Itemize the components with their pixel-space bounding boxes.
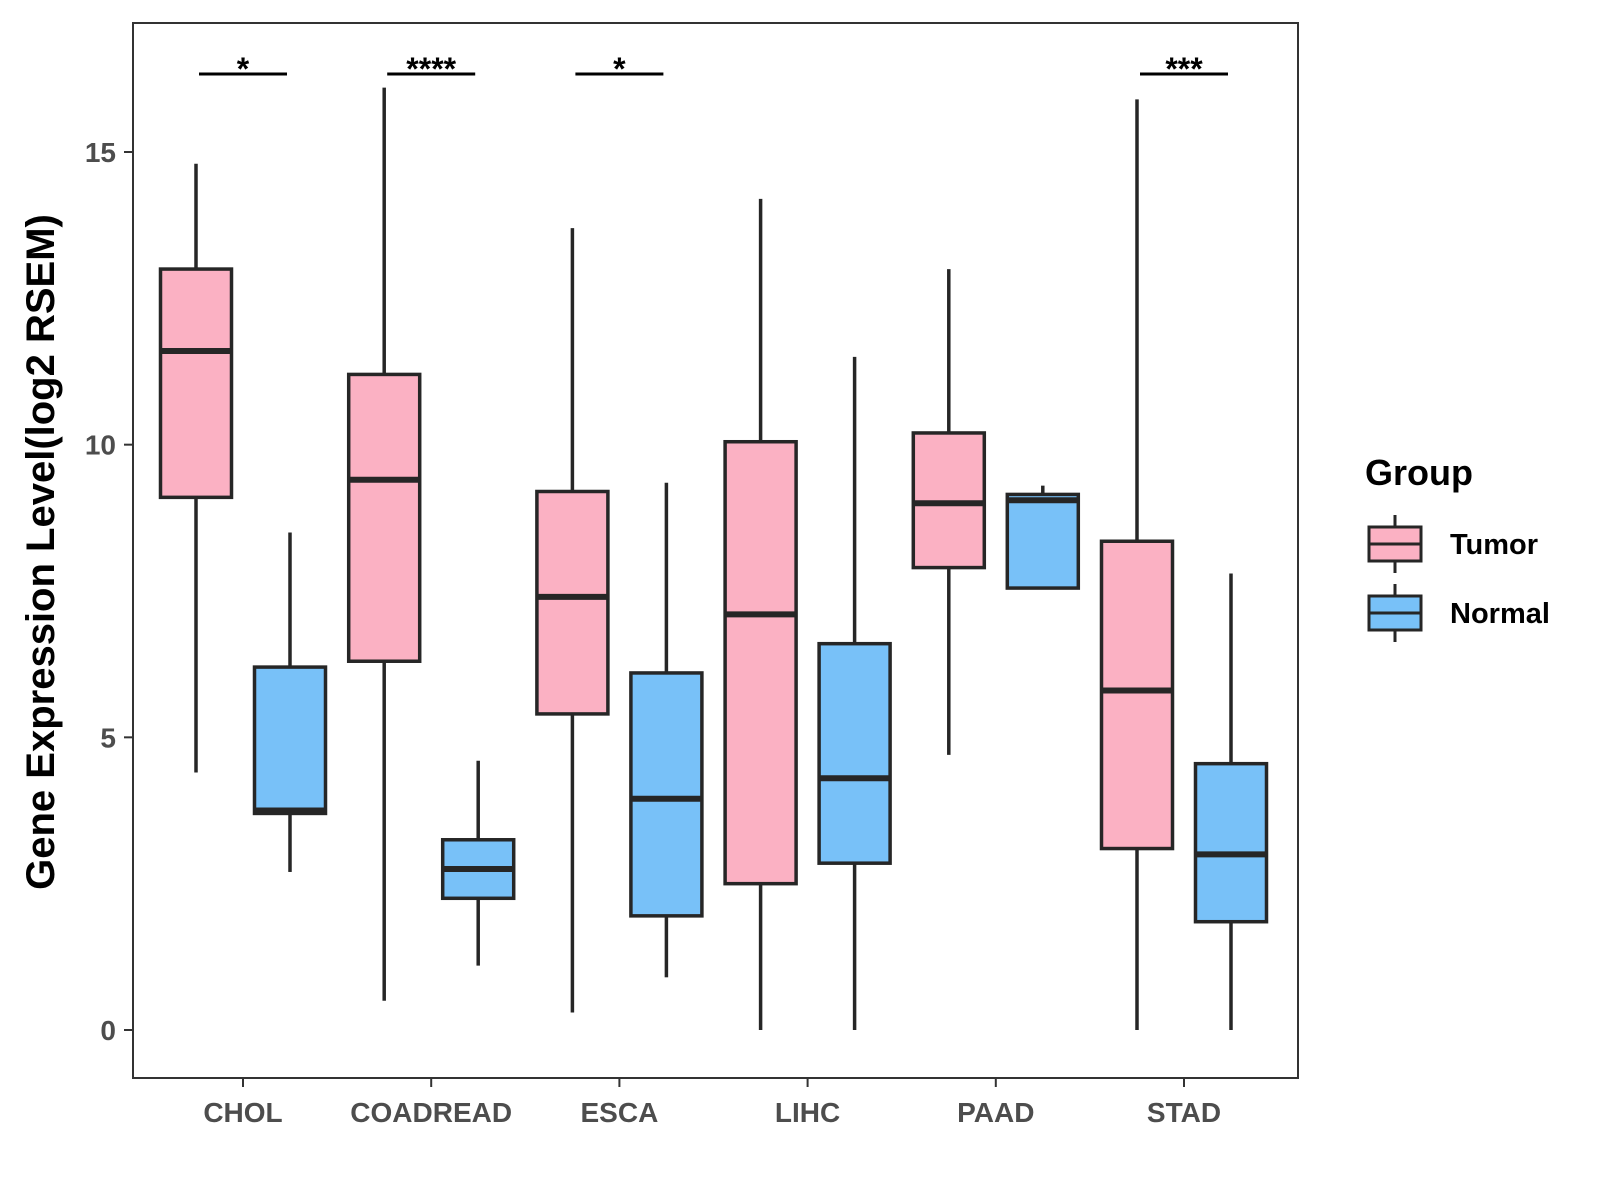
x-tick-label: STAD: [1147, 1097, 1221, 1128]
box-body: [252, 665, 328, 816]
x-tick-label: LIHC: [775, 1097, 840, 1128]
box-normal-esca: [629, 482, 704, 978]
significance-chol: *: [199, 51, 287, 87]
box-tumor-coadread: [346, 87, 422, 1001]
box-tumor-chol: [158, 163, 234, 773]
significance-label: ***: [1165, 51, 1203, 87]
legend-label: Tumor: [1450, 529, 1538, 561]
significance-esca: *: [575, 51, 664, 87]
axes: 0 5 10 15 CHOL COADREAD ESCA LIHC PAAD STAD: [85, 137, 1221, 1128]
box-body: [346, 372, 422, 663]
legend-label: Normal: [1450, 598, 1550, 630]
box-normal-stad: [1193, 573, 1269, 1030]
legend-item-tumor: Tumor: [1367, 515, 1538, 573]
box-tumor-stad: [1099, 99, 1175, 1030]
box-tumor-esca: [535, 228, 610, 1013]
x-tick-label: CHOL: [203, 1097, 282, 1128]
box-body: [817, 641, 892, 865]
legend-title: Group: [1365, 452, 1473, 493]
box-body: [723, 439, 798, 886]
y-tick-label: 0: [100, 1015, 116, 1046]
y-tick-label: 10: [85, 430, 116, 461]
significance-label: *: [613, 51, 626, 87]
significance-stad: ***: [1140, 51, 1228, 87]
x-tick-label: COADREAD: [350, 1097, 512, 1128]
box-normal-chol: [252, 532, 328, 872]
y-axis-title: Gene Expression Level(log2 RSEM): [19, 214, 63, 890]
significance-coadread: ****: [387, 51, 476, 87]
box-body: [629, 671, 704, 918]
box-tumor-lihc: [723, 198, 798, 1030]
y-tick-label: 15: [85, 137, 116, 168]
box-normal-paad: [1005, 485, 1081, 590]
box-tumor-paad: [911, 269, 987, 755]
legend: Group Tumor Normal: [1365, 452, 1550, 642]
box-normal-coadread: [440, 760, 516, 966]
box-body: [535, 489, 610, 716]
legend-item-normal: Normal: [1367, 584, 1550, 642]
box-body: [1193, 761, 1269, 924]
box-body: [1099, 539, 1175, 851]
plot-marks: * **** * ***: [158, 51, 1269, 1030]
x-tick-label: ESCA: [581, 1097, 659, 1128]
box-body: [158, 267, 234, 500]
significance-label: ****: [406, 51, 456, 87]
box-normal-lihc: [817, 356, 892, 1030]
x-tick-label: PAAD: [957, 1097, 1034, 1128]
significance-label: *: [237, 51, 250, 87]
y-tick-label: 5: [100, 722, 116, 753]
box-body: [1005, 492, 1081, 590]
